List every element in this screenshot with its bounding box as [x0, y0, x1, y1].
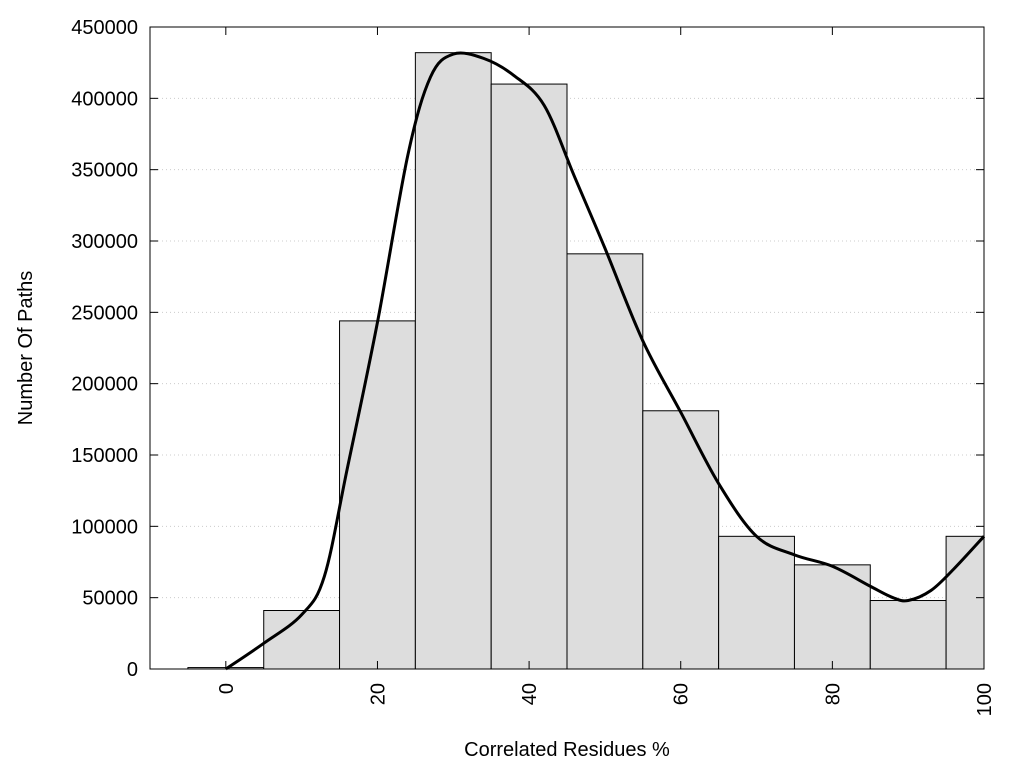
histogram-bar [490, 83, 568, 670]
plot-frame [149, 26, 985, 670]
y-tick-label: 100000 [71, 516, 138, 538]
y-tick-label: 450000 [71, 17, 138, 39]
y-tick-label: 150000 [71, 445, 138, 467]
y-tick-label: 350000 [71, 160, 138, 182]
histogram-bar [642, 410, 720, 670]
y-axis: 0 50000 100000 150000 200000 250000 300000 3500… [71, 17, 984, 681]
histogram-bar [718, 535, 795, 670]
x-axis-title: Correlated Residues % [464, 739, 670, 761]
x-tick-label: 0 [216, 683, 238, 694]
y-tick-label: 250000 [71, 302, 138, 324]
x-tick-label: 80 [822, 683, 844, 705]
histogram-bar [566, 253, 644, 670]
density-curve [224, 51, 986, 671]
x-axis: 0 20 40 60 80 100 [216, 27, 996, 716]
histogram-bar [263, 610, 341, 670]
histogram-bar [869, 600, 947, 670]
histogram-bar [339, 320, 416, 670]
x-tick-label: 40 [519, 683, 541, 705]
x-tick-label: 60 [671, 683, 693, 705]
y-tick-label: 0 [127, 659, 138, 681]
histogram-bar [414, 52, 492, 670]
y-tick-label: 400000 [71, 88, 138, 110]
x-tick-label: 20 [367, 683, 389, 705]
y-axis-title: Number Of Paths [15, 271, 37, 426]
curve-layer [224, 51, 986, 671]
x-tick-label: 100 [974, 683, 996, 716]
y-tick-label: 50000 [82, 588, 138, 610]
y-tick-label: 300000 [71, 231, 138, 253]
bars [187, 52, 985, 670]
y-tick-label: 200000 [71, 374, 138, 396]
